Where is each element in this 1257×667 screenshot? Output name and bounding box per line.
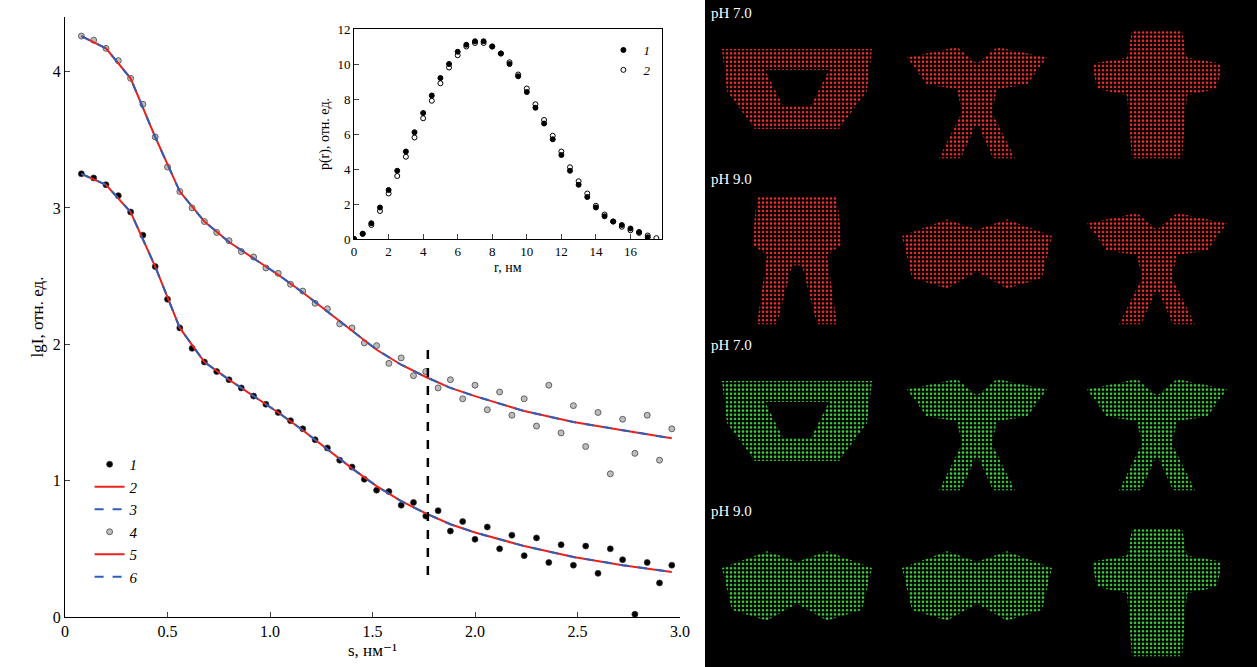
svg-text:1: 1 [643, 43, 650, 58]
svg-text:5: 5 [130, 547, 138, 563]
svg-text:1.5: 1.5 [363, 623, 383, 640]
svg-text:r, нм: r, нм [494, 260, 522, 275]
svg-text:14: 14 [589, 244, 603, 259]
svg-text:6: 6 [344, 127, 351, 142]
svg-text:0.5: 0.5 [158, 623, 178, 640]
svg-text:4: 4 [53, 63, 61, 80]
svg-text:6: 6 [454, 244, 461, 259]
svg-text:2: 2 [643, 63, 650, 78]
svg-text:0: 0 [53, 609, 61, 626]
svg-text:0: 0 [61, 623, 69, 640]
svg-text:10: 10 [520, 244, 533, 259]
svg-text:2: 2 [385, 244, 392, 259]
svg-text:2: 2 [130, 480, 138, 496]
svg-text:3.0: 3.0 [670, 623, 690, 640]
svg-text:1.0: 1.0 [260, 623, 280, 640]
svg-text:6: 6 [130, 570, 138, 586]
svg-text:8: 8 [489, 244, 496, 259]
svg-text:1: 1 [53, 472, 61, 489]
svg-text:4: 4 [420, 244, 427, 259]
svg-text:4: 4 [344, 162, 351, 177]
svg-text:pH 7.0: pH 7.0 [711, 5, 752, 21]
svg-text:2.5: 2.5 [568, 623, 588, 640]
svg-text:lgI, отн. ед.: lgI, отн. ед. [28, 277, 47, 358]
svg-text:pH 9.0: pH 9.0 [711, 171, 752, 187]
svg-text:p(r), отн. ед.: p(r), отн. ед. [317, 98, 333, 170]
svg-text:3: 3 [53, 200, 61, 217]
svg-text:8: 8 [344, 92, 351, 107]
svg-text:2.0: 2.0 [465, 623, 485, 640]
svg-text:16: 16 [624, 244, 638, 259]
svg-text:pH 7.0: pH 7.0 [711, 337, 752, 353]
svg-text:0: 0 [344, 232, 351, 247]
svg-text:10: 10 [337, 57, 350, 72]
svg-text:1: 1 [130, 457, 138, 473]
svg-text:2: 2 [53, 336, 61, 353]
svg-text:0: 0 [351, 244, 358, 259]
svg-text:4: 4 [130, 525, 138, 541]
svg-text:2: 2 [344, 197, 351, 212]
svg-text:12: 12 [555, 244, 568, 259]
svg-text:pH 9.0: pH 9.0 [711, 503, 752, 519]
svg-text:12: 12 [337, 22, 350, 37]
svg-text:s, нм⁻¹: s, нм⁻¹ [348, 641, 397, 660]
svg-text:3: 3 [129, 502, 138, 518]
